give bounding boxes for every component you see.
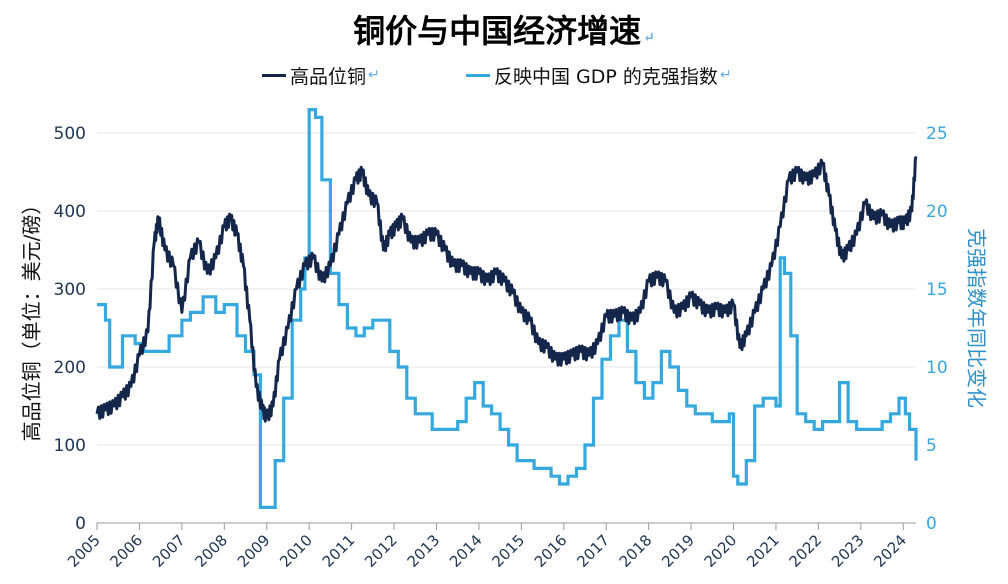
x-tick-label: 2016 [531, 531, 571, 571]
x-tick-label: 2008 [191, 531, 231, 571]
x-tick-label: 2020 [701, 531, 741, 571]
series-line-copper [95, 156, 918, 423]
return-mark-icon: ↵ [719, 67, 732, 83]
x-tick-label: 2017 [573, 531, 613, 571]
return-mark-icon: ↵ [368, 67, 380, 83]
y-tick-label-right: 10 [926, 358, 948, 378]
x-tick-label: 2022 [785, 531, 825, 571]
y-tick-label-left: 400 [54, 202, 86, 222]
x-tick-label: 2011 [319, 531, 359, 571]
x-tick-label: 2024 [870, 531, 910, 571]
x-tick-label: 2013 [404, 531, 444, 571]
x-tick-label: 2009 [234, 531, 274, 571]
y-tick-label-right: 0 [926, 514, 937, 534]
left-axis-ticks: 0 100 200 300 400 500 [54, 124, 86, 534]
y-tick-label-left: 200 [54, 358, 86, 378]
y-tick-label-left: 0 [75, 514, 86, 534]
x-tick-label: 2021 [743, 531, 783, 571]
legend-label-copper: 高品位铜 [290, 65, 367, 88]
x-axis-ticks: 2005 2006 2007 2008 2009 2010 2011 2012 2013 2014… [64, 522, 916, 571]
x-tick-label: 2010 [276, 531, 316, 571]
y-tick-label-right: 5 [926, 436, 937, 456]
x-tick-label: 2006 [107, 531, 147, 571]
x-tick-label: 2019 [658, 531, 698, 571]
right-axis-ticks: 0 5 10 15 20 25 [926, 124, 948, 534]
x-tick-label: 2007 [149, 531, 189, 571]
x-tick-label: 2015 [488, 531, 528, 571]
y-tick-label-right: 20 [926, 202, 948, 222]
x-tick-label: 2023 [828, 531, 868, 571]
x-tick-label: 2005 [64, 531, 104, 571]
y-tick-label-left: 300 [54, 280, 86, 300]
y-tick-label-right: 25 [926, 124, 948, 144]
series-lines [95, 108, 918, 509]
legend-label-gdp: 反映中国 GDP 的克强指数 [494, 65, 718, 88]
legend-item-copper: 高品位铜 ↵ [262, 62, 380, 88]
grid-lines [97, 132, 916, 524]
y-tick-label-right: 15 [926, 280, 948, 300]
x-tick-label: 2012 [361, 531, 401, 571]
series-line-gdp [97, 108, 918, 509]
y-tick-label-left: 500 [54, 124, 86, 144]
chart-title: 铜价与中国经济增速 ↵ [353, 12, 655, 50]
x-tick-label: 2014 [446, 531, 486, 571]
legend-swatch-copper [262, 73, 286, 77]
return-mark-icon: ↵ [643, 30, 655, 46]
legend-swatch-gdp [466, 73, 490, 77]
x-tick-label: 2018 [616, 531, 656, 571]
y-tick-label-left: 100 [54, 436, 86, 456]
legend-item-gdp: 反映中国 GDP 的克强指数 ↵ [466, 62, 732, 88]
